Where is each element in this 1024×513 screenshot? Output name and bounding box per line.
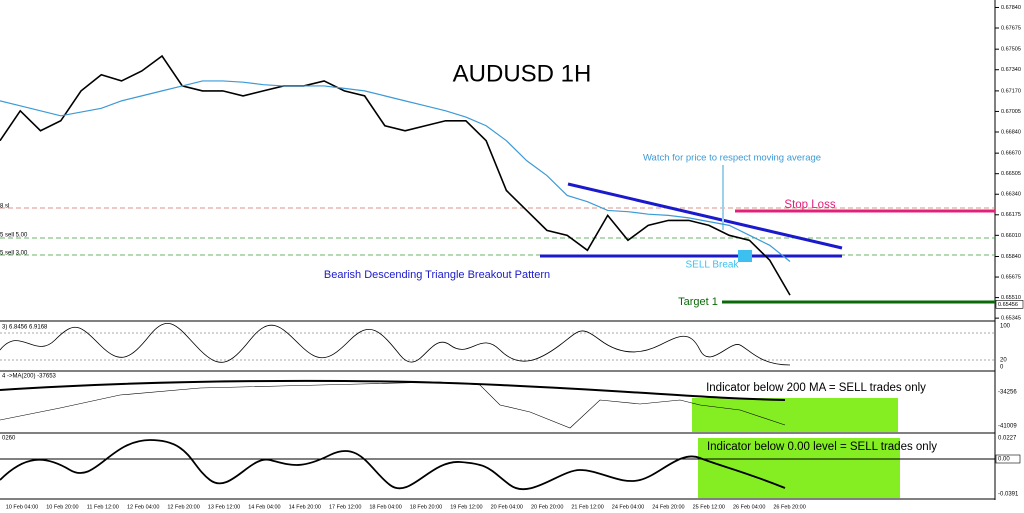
highlight-box — [692, 398, 898, 432]
x-tick-label: 12 Feb 20:00 — [167, 504, 199, 510]
panel-note: Indicator below 200 MA = SELL trades onl… — [706, 382, 926, 394]
panel-tick: -41009 — [998, 424, 1017, 430]
level-label: 8 sl — [0, 204, 9, 210]
y-tick-label: 0.66010 — [1001, 233, 1021, 239]
series-line — [0, 54, 791, 296]
panel-header: 4 ->MA(200) -37653 — [2, 374, 57, 380]
y-tick-label: 0.65345 — [1001, 316, 1021, 322]
annotation: SELL Break — [686, 260, 740, 271]
tick-box — [995, 454, 1021, 464]
x-tick-label: 10 Feb 20:00 — [46, 504, 78, 510]
x-tick-label: 26 Feb 20:00 — [773, 504, 805, 510]
y-tick-label: 0.65675 — [1001, 274, 1021, 280]
x-tick-label: 18 Feb 20:00 — [410, 504, 442, 510]
current-price-label: 0.65456 — [998, 302, 1018, 308]
level-label: 5 sell 5.00 — [0, 233, 28, 239]
panel-tick: -34256 — [998, 390, 1017, 396]
y-tick-label: 0.66175 — [1001, 212, 1021, 218]
break-marker — [738, 250, 752, 262]
panel-tick: -0.0391 — [998, 492, 1019, 498]
x-tick-label: 20 Feb 20:00 — [531, 504, 563, 510]
x-tick-label: 24 Feb 04:00 — [612, 504, 644, 510]
x-tick-label: 21 Feb 12:00 — [571, 504, 603, 510]
y-tick-label: 0.67505 — [1001, 47, 1021, 53]
x-tick-label: 25 Feb 12:00 — [693, 504, 725, 510]
panel-tick: 0.0227 — [998, 436, 1017, 442]
indicator-line — [0, 381, 786, 429]
y-tick-label: 0.66670 — [1001, 151, 1021, 157]
x-tick-label: 14 Feb 20:00 — [289, 504, 321, 510]
x-tick-label: 13 Feb 12:00 — [208, 504, 240, 510]
panel-header: 3) 6.8456 6.9168 — [2, 325, 48, 331]
annotation: Target 1 — [678, 296, 718, 308]
y-tick-label: 0.65840 — [1001, 254, 1021, 260]
y-tick-label: 0.66340 — [1001, 192, 1021, 198]
annotation: Stop Loss — [784, 199, 835, 211]
y-tick-label: 0.65510 — [1001, 295, 1021, 301]
y-tick-label: 0.67840 — [1001, 5, 1021, 11]
x-tick-label: 17 Feb 12:00 — [329, 504, 361, 510]
x-tick-label: 14 Feb 04:00 — [248, 504, 280, 510]
panel-tick: 100 — [1000, 324, 1011, 330]
panel-tick: 0.00 — [998, 457, 1010, 463]
x-tick-label: 26 Feb 04:00 — [733, 504, 765, 510]
series-line — [0, 80, 791, 262]
x-tick-label: 11 Feb 12:00 — [87, 504, 119, 510]
current-price-box — [995, 300, 1024, 309]
x-tick-label: 10 Feb 04:00 — [6, 504, 38, 510]
y-tick-label: 0.67170 — [1001, 88, 1021, 94]
x-tick-label: 24 Feb 20:00 — [652, 504, 684, 510]
annotation: Bearish Descending Triangle Breakout Pat… — [324, 269, 550, 281]
chart-title: AUDUSD 1H — [453, 60, 592, 87]
x-tick-label: 19 Feb 12:00 — [450, 504, 482, 510]
panel-note: Indicator below 0.00 level = SELL trades… — [707, 441, 937, 453]
momentum-line — [0, 439, 786, 491]
panel-header: 0260 — [2, 436, 16, 442]
panel-tick: 0 — [1000, 365, 1004, 371]
y-tick-label: 0.66840 — [1001, 129, 1021, 135]
y-tick-label: 0.67675 — [1001, 25, 1021, 31]
level-label: 5 sell 3.00 — [0, 251, 28, 257]
panel-tick: 20 — [1000, 358, 1007, 364]
x-tick-label: 20 Feb 04:00 — [491, 504, 523, 510]
triangle-upper — [567, 182, 843, 250]
annotation: Watch for price to respect moving averag… — [643, 153, 821, 164]
oscillator-line — [0, 323, 791, 366]
y-tick-label: 0.67005 — [1001, 109, 1021, 115]
y-tick-label: 0.67340 — [1001, 67, 1021, 73]
x-tick-label: 12 Feb 04:00 — [127, 504, 159, 510]
y-tick-label: 0.66505 — [1001, 171, 1021, 177]
x-tick-label: 18 Feb 04:00 — [369, 504, 401, 510]
